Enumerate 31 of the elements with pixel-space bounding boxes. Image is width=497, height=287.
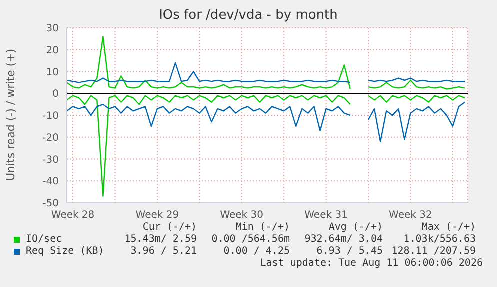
text: 128.11 /207.59: [392, 246, 476, 257]
x-tick-label: Week 31: [304, 210, 348, 222]
text: 15.43m/ 2.59: [124, 234, 197, 245]
x-tick-label: Week 29: [136, 210, 180, 222]
text: 6.93 / 5.45: [316, 246, 383, 257]
y-tick-label: -30: [42, 154, 59, 166]
text: 0.00 /564.56m: [212, 234, 290, 245]
chart-title: IOs for /dev/vda - by month: [158, 8, 339, 23]
y-tick-label: -10: [42, 111, 59, 122]
text: Min (-/+): [236, 222, 290, 233]
text: 1.03k/556.63: [404, 234, 476, 245]
text: Cur (-/+): [142, 222, 197, 233]
legend-label: IO/sec: [26, 234, 62, 245]
y-tick-label: -40: [42, 176, 59, 188]
text: 3.96 / 5.21: [130, 246, 197, 257]
text: Max (-/+): [422, 222, 476, 233]
x-tick-label: Week 28: [51, 210, 95, 222]
text: Last update: Tue Aug 11 06:00:06 2026: [260, 258, 483, 269]
x-tick-label: Week 32: [389, 210, 432, 222]
y-axis-title: Units read (-) / write (+): [4, 48, 18, 182]
y-tick-label: -50: [42, 198, 59, 210]
text: Avg (-/+): [328, 222, 383, 233]
legend-label: Req Size (KB): [26, 246, 104, 257]
y-tick-label: 30: [46, 24, 59, 35]
text: 0.00 / 4.25: [224, 246, 290, 257]
x-tick-label: Week 30: [220, 210, 264, 222]
y-tick-label: -20: [42, 132, 59, 144]
y-tick-label: 10: [46, 67, 59, 78]
y-tick-label: 20: [46, 45, 59, 56]
y-tick-label: 0: [52, 89, 59, 100]
text: 932.64m/ 3.04: [304, 234, 383, 245]
